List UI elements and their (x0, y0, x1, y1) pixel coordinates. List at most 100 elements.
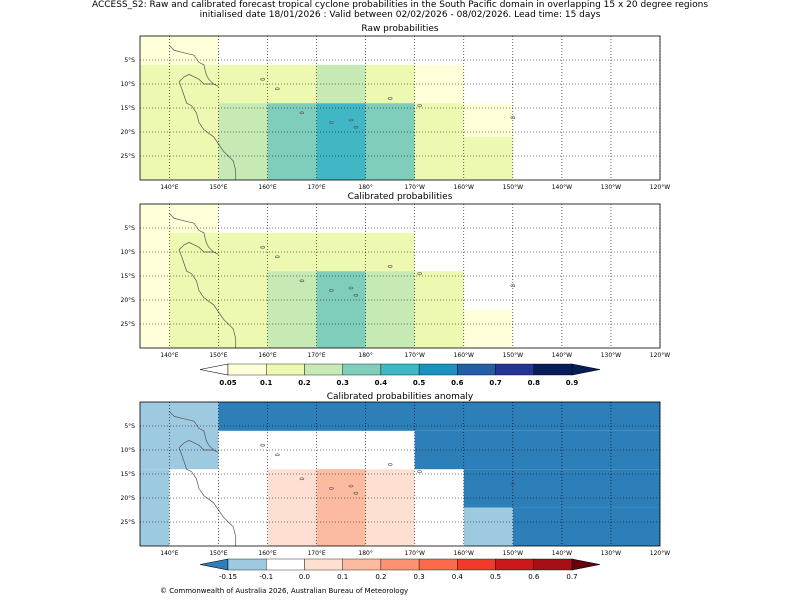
probability-cell (267, 469, 317, 546)
probability-cell (218, 103, 268, 180)
colorbar-segment (457, 363, 496, 376)
colorbar-min-extension (199, 558, 229, 571)
island-outline (510, 116, 516, 119)
coastline (169, 213, 237, 348)
colorbar-tick-label: 0.3 (414, 573, 425, 581)
y-tick-label: 15°S (121, 105, 136, 112)
island-outline (329, 121, 334, 124)
x-tick-label: 160°W (454, 184, 474, 191)
island-outline (299, 279, 305, 283)
colorbar-segment (380, 363, 420, 376)
x-tick-label: 170°E (307, 550, 325, 557)
island-outline (260, 77, 265, 81)
map-frame (139, 203, 661, 349)
x-tick-label: 170°W (405, 184, 425, 191)
x-tick-label: 170°E (307, 352, 325, 359)
island-outline (348, 484, 354, 488)
island-outline (275, 87, 280, 91)
probability-cell (218, 64, 268, 104)
island-outline (510, 284, 516, 287)
y-tick-label: 20°S (121, 129, 136, 136)
colorbar-segment (227, 363, 267, 376)
probability-cell (463, 507, 513, 546)
panel-title-anomaly: Calibrated probabilities anomaly (326, 392, 474, 402)
probability-cell (316, 469, 366, 546)
colorbar-tick-label: 0.5 (490, 573, 501, 581)
island-outline (387, 463, 393, 466)
probability-cell (512, 507, 660, 546)
colorbar-max-extension (571, 558, 601, 571)
y-tick-label: 20°S (121, 297, 136, 304)
island-outline (417, 470, 422, 473)
probability-cell (316, 103, 366, 180)
map-frame (139, 401, 661, 547)
colorbar-segment (495, 363, 534, 376)
island-outline (353, 125, 359, 129)
probability-cell (267, 271, 317, 348)
x-tick-label: 120°W (650, 352, 670, 359)
island-outline (329, 487, 334, 490)
x-tick-label: 150°E (209, 352, 227, 359)
colorbar-segment (380, 558, 420, 571)
colorbar-tick-label: 0.8 (528, 379, 541, 387)
colorbar-segment (418, 558, 458, 571)
x-tick-label: 180° (358, 550, 372, 557)
island-outline (353, 491, 359, 495)
colorbar-tick-label: 0.5 (413, 379, 426, 387)
colorbar-tick-label: 0.0 (299, 573, 310, 581)
probability-cell (267, 103, 317, 180)
colorbar-0: 0.05 0.1 0.2 0.3 0.4 0.5 0.6 0.7 0.8 0.9 (199, 363, 601, 387)
y-tick-label: 10°S (121, 447, 136, 454)
probability-cell (140, 232, 170, 348)
map-frame (139, 35, 661, 181)
probability-cell (316, 271, 366, 348)
colorbar-tick-label: 0.05 (219, 379, 236, 387)
x-tick-label: 170°W (405, 352, 425, 359)
colorbar-segment (266, 558, 305, 571)
colorbar-segment (342, 558, 382, 571)
panel-title-calibrated: Calibrated probabilities (347, 192, 453, 202)
probability-cell (267, 64, 317, 104)
x-tick-label: 140°W (552, 550, 572, 557)
island-outline (510, 482, 516, 485)
colorbar-segment (418, 363, 458, 376)
y-tick-label: 5°S (124, 423, 135, 430)
x-tick-label: 120°W (650, 550, 670, 557)
colorbar-tick-label: 0.3 (336, 379, 349, 387)
island-outline (387, 97, 393, 100)
probability-cell (140, 469, 170, 546)
probability-cell (140, 36, 219, 65)
island-outline (299, 477, 305, 481)
probability-cell (140, 204, 219, 233)
colorbar-segment (457, 558, 496, 571)
x-tick-label: 150°W (503, 184, 523, 191)
x-tick-label: 150°E (209, 550, 227, 557)
colorbar-tick-label: 0.9 (566, 379, 579, 387)
probability-cell (414, 103, 464, 180)
x-tick-label: 180° (358, 184, 372, 191)
y-tick-label: 25°S (121, 321, 136, 328)
island-outline (275, 255, 280, 259)
island-outline (275, 453, 280, 457)
colorbar-1: -0.15 -0.1 0.0 0.1 0.2 0.3 0.4 0.5 0.6 0.7 (199, 558, 601, 581)
colorbar-segment (342, 363, 382, 376)
x-tick-label: 150°W (503, 352, 523, 359)
figure-title-line-1: ACCESS_S2: Raw and calibrated forecast t… (91, 0, 709, 10)
probability-cell (414, 271, 464, 348)
y-tick-label: 10°S (121, 249, 136, 256)
island-outline (329, 289, 334, 292)
colorbar-tick-label: 0.4 (375, 379, 388, 387)
x-tick-label: 160°W (454, 550, 474, 557)
island-outline (299, 111, 305, 115)
figure-title-line-2: initialised date 18/01/2026 : Valid betw… (199, 10, 601, 20)
probability-cell (365, 64, 415, 104)
x-tick-label: 160°E (258, 184, 276, 191)
colorbar-tick-label: 0.6 (451, 379, 464, 387)
probability-cell (218, 402, 660, 431)
coastline (169, 45, 237, 180)
island-outline (260, 245, 265, 249)
colorbar-tick-label: 0.2 (375, 573, 386, 581)
colorbar-segment (495, 558, 534, 571)
x-tick-label: 140°E (160, 184, 178, 191)
map-panel-0: 140°E 150°E 160°E 170°E 180° 170°W 160°W 150°W 1… (121, 35, 670, 191)
